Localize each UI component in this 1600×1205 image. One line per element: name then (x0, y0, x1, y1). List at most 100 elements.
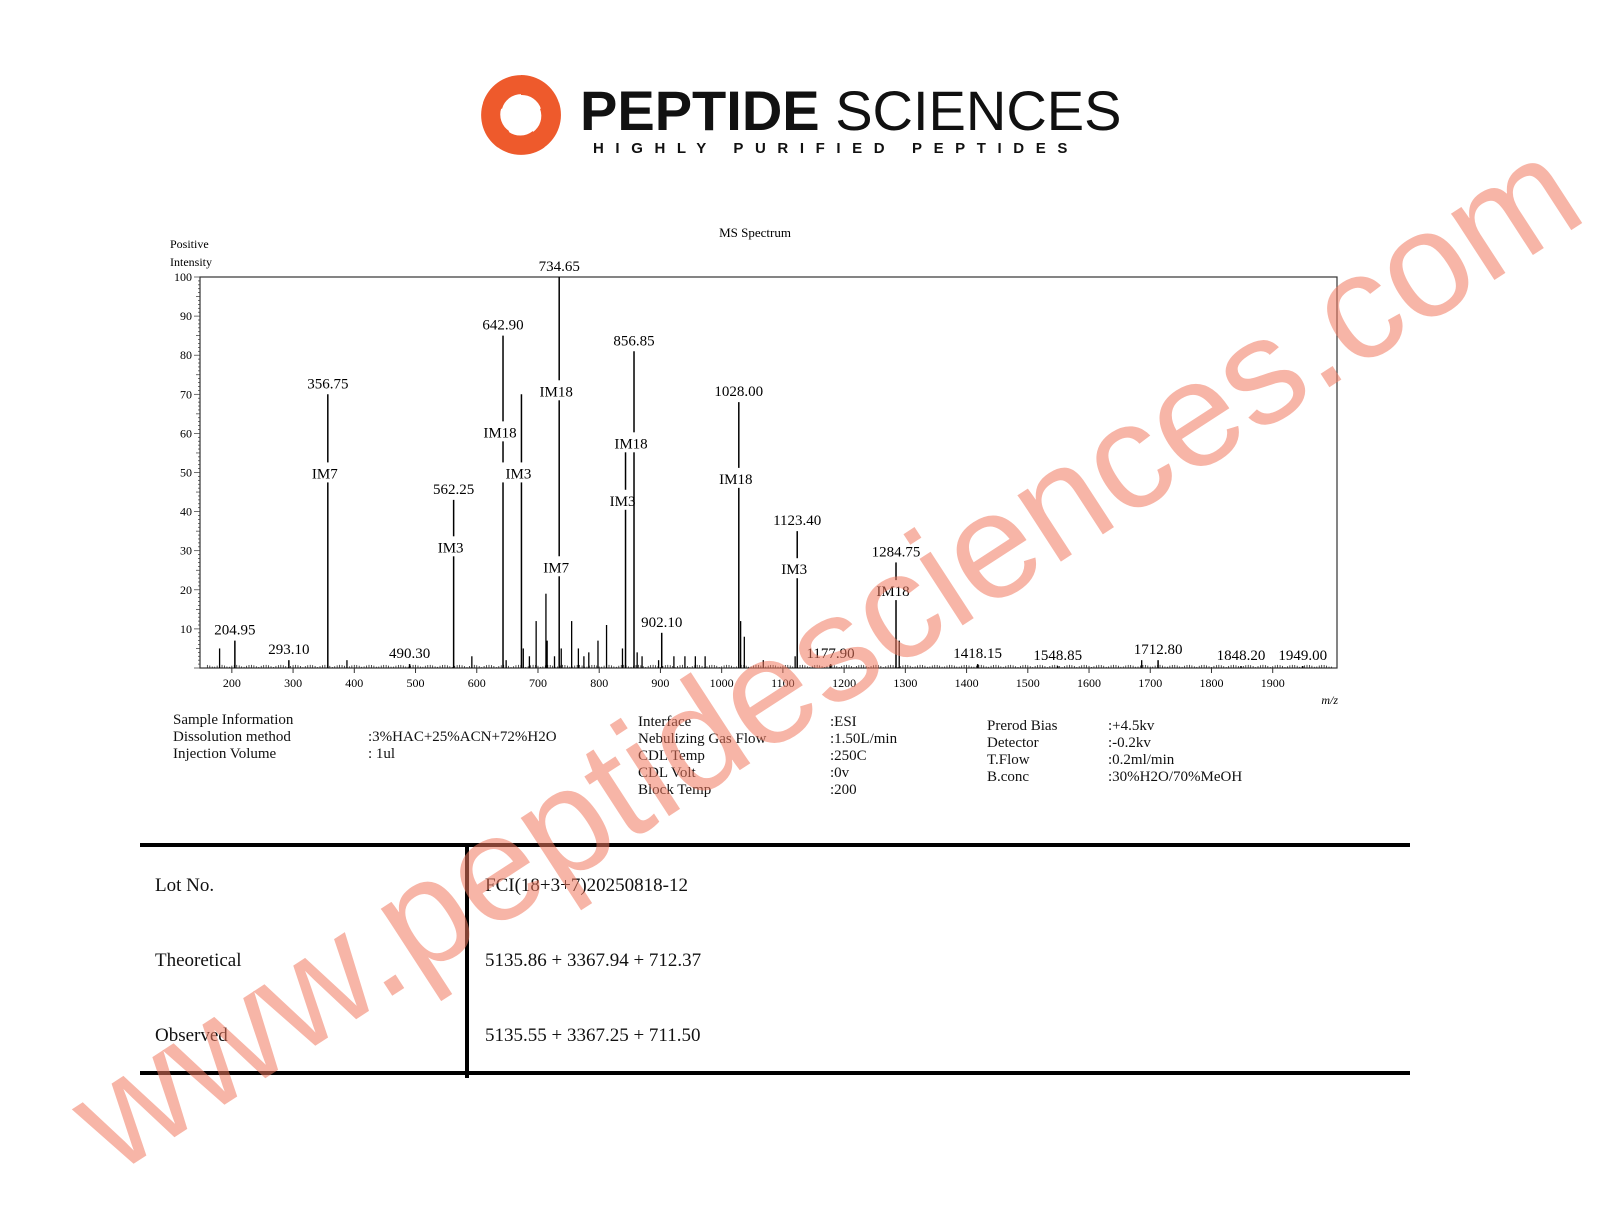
brand-name-light: SCIENCES (835, 79, 1122, 142)
y-tick-label: 40 (180, 505, 192, 519)
info-label: T.Flow (987, 752, 1030, 768)
instrument-info: Interface:ESI Nebulizing Gas Flow:1.50L/m… (638, 714, 897, 799)
x-tick-label: 700 (529, 676, 547, 690)
peak-label: 356.75 (307, 376, 348, 392)
peak-tag-bg (718, 467, 759, 488)
x-axis-label: m/z (1321, 693, 1338, 707)
sample-info: Sample Information Dissolution method :3%H… (173, 712, 557, 763)
peak-tag-bg (777, 558, 818, 579)
result-value: 5135.86 + 3367.94 + 712.37 (485, 950, 702, 971)
peak-tag: IM18 (719, 472, 752, 488)
x-tick-label: 900 (651, 676, 669, 690)
peak-label: 642.90 (482, 318, 523, 334)
x-tick-label: 1300 (893, 676, 917, 690)
peak-tag-bg (614, 432, 655, 453)
peak-label: 1848.20 (1217, 648, 1266, 664)
info-label: CDL Volt (638, 765, 696, 781)
x-tick-label: 1600 (1077, 676, 1101, 690)
x-tick-label: 1800 (1199, 676, 1223, 690)
info-value: :30%H2O/70%MeOH (1108, 769, 1243, 785)
y-axis-label-line1: Positive (170, 237, 209, 251)
info-value: :+4.5kv (1108, 718, 1155, 734)
result-value: FCI(18+3+7)20250818-12 (485, 875, 688, 896)
brand-name-bold: PEPTIDE (580, 79, 820, 142)
info-row: CDL Temp :250C (638, 748, 867, 765)
peak-tag: IM7 (543, 560, 569, 576)
result-label: Theoretical (155, 950, 242, 971)
info-value: :1.50L/min (830, 731, 898, 747)
ms-spectrum-chart: MS Spectrum Positive Intensity m/z 200 30… (170, 225, 1338, 707)
detector-info: Prerod Bias :+4.5kv Detector:-0.2kv T.Flow:… (987, 718, 1242, 786)
info-row: CDL Volt :0v (638, 765, 849, 782)
brand-name: PEPTIDE SCIENCES (580, 78, 1121, 143)
y-axis-label-line2: Intensity (170, 255, 212, 269)
info-label: Dissolution method (173, 729, 291, 745)
table-top-border (140, 843, 1410, 847)
plot-frame (199, 276, 1338, 669)
peak-tag-bg (539, 556, 580, 577)
info-label: B.conc (987, 769, 1030, 785)
x-tick-label: 200 (223, 676, 241, 690)
info-row: B.conc :30%H2O/70%MeOH (987, 769, 1242, 786)
table-divider (465, 845, 469, 1078)
y-tick-label: 30 (180, 544, 192, 558)
peak-label: 902.10 (641, 615, 682, 631)
info-label: Sample Information (173, 712, 294, 728)
info-value: :250C (830, 748, 867, 764)
chart-title: MS Spectrum (719, 225, 791, 240)
peak-label: 1284.75 (872, 544, 921, 560)
info-value: : 1ul (368, 746, 396, 762)
logo-swirl-icon (481, 75, 561, 155)
peak-label: 856.85 (613, 333, 654, 349)
info-row: Prerod Bias :+4.5kv (987, 718, 1154, 735)
peak-label: 204.95 (214, 623, 255, 639)
peak-tag: IM3 (610, 494, 636, 510)
info-value: :200 (830, 782, 857, 798)
x-tick-label: 400 (345, 676, 363, 690)
info-value: :-0.2kv (1108, 735, 1151, 751)
peak-tag: IM7 (312, 466, 338, 482)
y-tick-label: 80 (180, 348, 192, 362)
peak-tag: IM18 (540, 384, 573, 400)
peak-label: 490.30 (389, 646, 430, 662)
info-row: Block Temp:200 (638, 782, 857, 799)
y-tick-label: 10 (180, 622, 192, 636)
y-tick-label: 20 (180, 583, 192, 597)
x-tick-label: 1000 (710, 676, 734, 690)
x-tick-label: 1200 (832, 676, 856, 690)
peak-tag-bg (501, 462, 542, 483)
peak-tag: IM18 (876, 584, 909, 600)
peak-label: 734.65 (539, 259, 580, 275)
info-row: T.Flow:0.2ml/min (987, 752, 1174, 769)
info-row: Detector:-0.2kv (987, 735, 1151, 752)
info-row: Sample Information (173, 712, 293, 729)
peak-label: 293.10 (268, 642, 309, 658)
x-tick-label: 1400 (955, 676, 979, 690)
info-value: :0v (830, 765, 850, 781)
result-label: Observed (155, 1025, 228, 1046)
info-value: :3%HAC+25%ACN+72%H2O (368, 729, 557, 745)
y-tick-label: 60 (180, 426, 192, 440)
y-tick-label: 50 (180, 466, 192, 480)
peak-tag-bg (876, 580, 917, 601)
info-label: CDL Temp (638, 748, 705, 764)
info-label: Nebulizing Gas Flow (638, 731, 767, 747)
info-label: Prerod Bias (987, 718, 1058, 734)
x-tick-label: 1700 (1138, 676, 1162, 690)
y-tick-label: 100 (174, 270, 192, 284)
y-tick-label: 90 (180, 309, 192, 323)
info-label: Interface (638, 714, 692, 730)
info-label: Injection Volume (173, 746, 277, 762)
peak-label: 1028.00 (714, 384, 763, 400)
peak-label: 1712.80 (1134, 642, 1183, 658)
x-tick-label: 1900 (1261, 676, 1285, 690)
peak-label: 1177.90 (806, 646, 854, 662)
x-tick-label: 500 (407, 676, 425, 690)
peak-label: 1123.40 (773, 513, 821, 529)
peak-tag-bg (307, 462, 348, 483)
x-tick-label: 300 (284, 676, 302, 690)
y-tick-label: 70 (180, 387, 192, 401)
result-label: Lot No. (155, 875, 215, 896)
table-bottom-border (140, 1071, 1410, 1075)
x-tick-label: 1100 (771, 676, 795, 690)
